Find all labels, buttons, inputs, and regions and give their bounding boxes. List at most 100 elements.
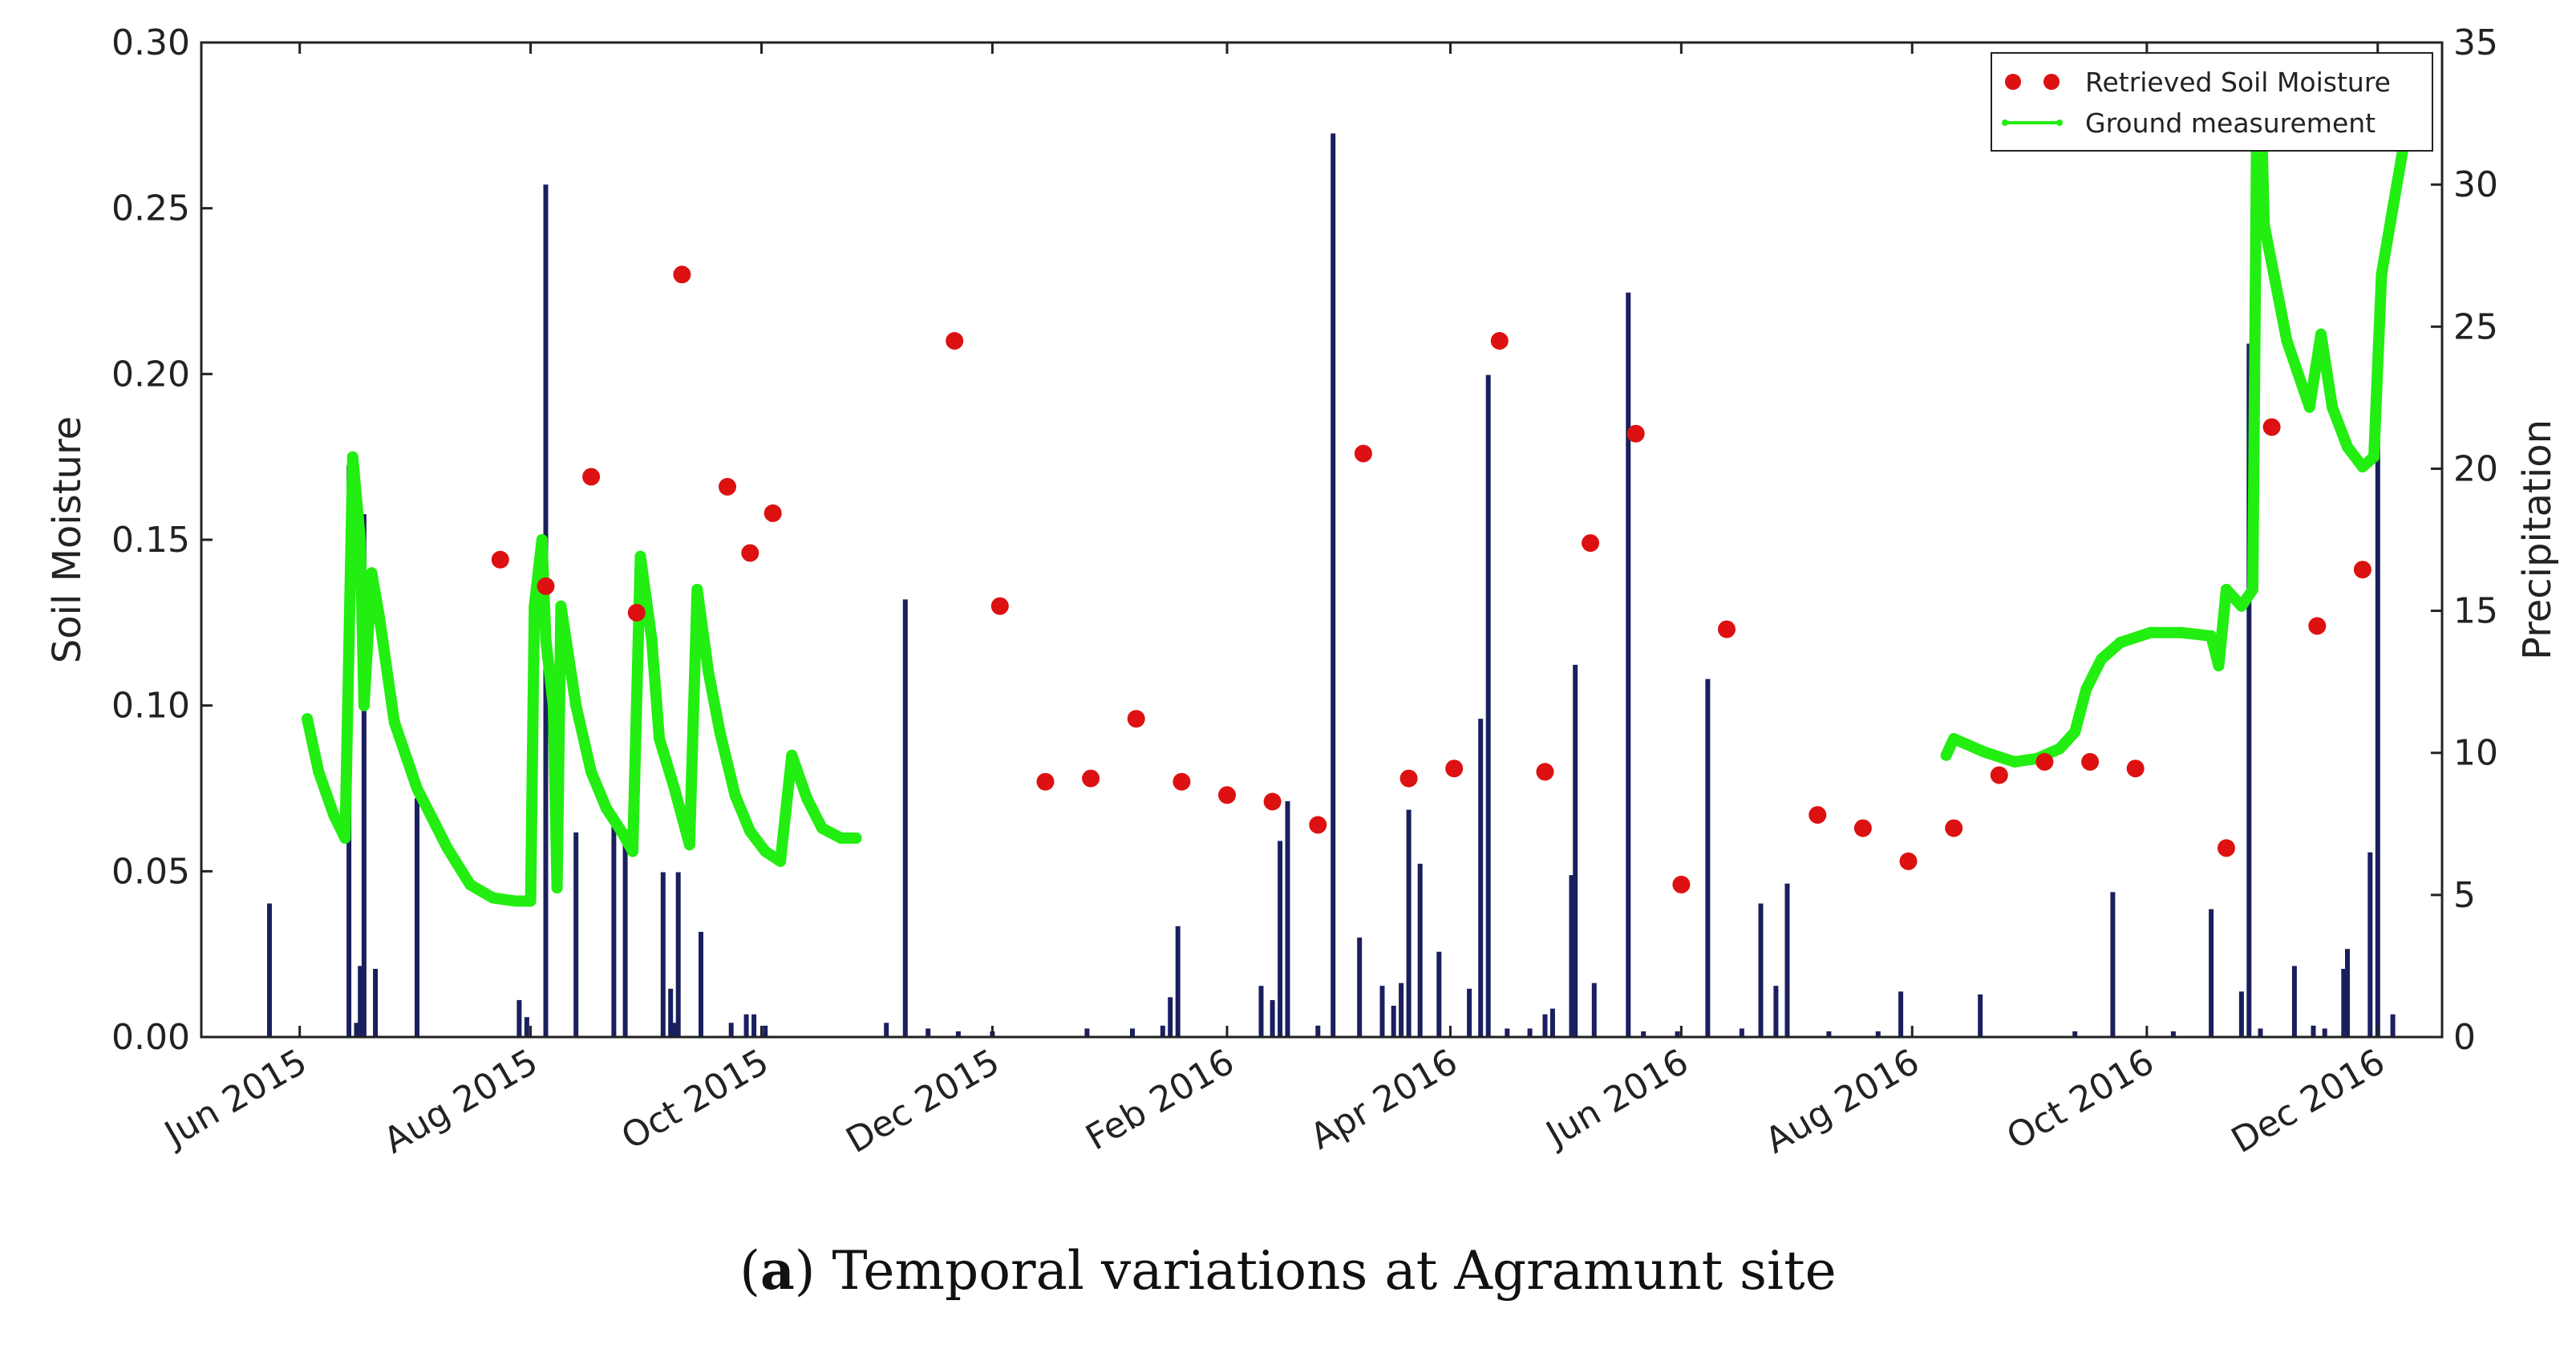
retrieved-point-11 bbox=[1082, 769, 1100, 788]
precip-bar-77 bbox=[2341, 969, 2347, 1037]
precip-bar-29 bbox=[1160, 1025, 1165, 1037]
retrieved-point-31 bbox=[2035, 752, 2054, 771]
ground-point-1-28 bbox=[2387, 202, 2399, 214]
ground-point-0-16 bbox=[529, 600, 541, 612]
legend-box bbox=[1991, 52, 2433, 152]
precip-bar-19 bbox=[743, 1014, 749, 1037]
ground-point-1-5 bbox=[2054, 743, 2066, 755]
retrieved-point-2 bbox=[582, 468, 601, 486]
ground-point-1-14 bbox=[2221, 584, 2232, 595]
ground-point-1-19 bbox=[2258, 219, 2270, 231]
ground-point-0-13 bbox=[487, 892, 499, 904]
precip-bar-41 bbox=[1399, 982, 1404, 1037]
retrieved-point-17 bbox=[1354, 444, 1372, 463]
precip-bar-56 bbox=[1641, 1031, 1646, 1037]
legend-retrieved-marker-2 bbox=[2043, 74, 2060, 90]
precip-bar-23 bbox=[902, 599, 908, 1037]
precip-bar-63 bbox=[1826, 1031, 1832, 1037]
ground-point-0-43 bbox=[850, 833, 862, 844]
ground-point-0-2 bbox=[328, 809, 340, 821]
legend-ground-label: Ground measurement bbox=[2085, 107, 2376, 139]
y-tick-label-left-3: 0.15 bbox=[111, 520, 190, 561]
x-tick-label-3: Dec 2015 bbox=[840, 1041, 1007, 1161]
ground-point-0-23 bbox=[585, 766, 597, 778]
x-tick-label-9: Dec 2016 bbox=[2225, 1041, 2392, 1161]
ground-point-0-11 bbox=[441, 842, 453, 854]
retrieved-point-22 bbox=[1582, 534, 1600, 553]
y-tick-label-right-1: 5 bbox=[2453, 875, 2476, 916]
precip-bar-45 bbox=[1467, 988, 1472, 1037]
y-tick-label-left-2: 0.10 bbox=[111, 686, 190, 727]
precip-bar-61 bbox=[1773, 986, 1779, 1037]
ground-point-1-23 bbox=[2327, 401, 2339, 413]
precip-bar-53 bbox=[1573, 664, 1578, 1037]
precip-bar-59 bbox=[1739, 1028, 1744, 1037]
precip-bar-66 bbox=[1978, 994, 1983, 1037]
ground-point-0-42 bbox=[835, 833, 847, 844]
ground-point-0-1 bbox=[313, 766, 325, 778]
x-tick-label-5: Apr 2016 bbox=[1303, 1041, 1464, 1157]
retrieved-point-36 bbox=[2308, 617, 2327, 635]
retrieved-point-15 bbox=[1263, 792, 1282, 811]
ground-point-0-40 bbox=[801, 792, 813, 804]
x-tick-label-8: Oct 2016 bbox=[2000, 1041, 2161, 1157]
ground-point-1-0 bbox=[1940, 749, 1952, 761]
precip-bar-39 bbox=[1379, 986, 1385, 1037]
precip-bar-37 bbox=[1331, 133, 1336, 1037]
ground-point-1-25 bbox=[2356, 461, 2368, 473]
precip-bar-11 bbox=[611, 826, 617, 1037]
precip-bar-79 bbox=[2367, 852, 2373, 1037]
ground-point-0-22 bbox=[570, 699, 582, 711]
precip-bar-33 bbox=[1270, 999, 1275, 1037]
precip-bar-6 bbox=[415, 798, 419, 1037]
caption-close-paren: ) bbox=[794, 1240, 816, 1302]
retrieved-point-0 bbox=[491, 550, 509, 569]
precip-bar-36 bbox=[1315, 1025, 1321, 1037]
y-tick-label-right-6: 30 bbox=[2453, 164, 2498, 205]
ground-point-0-7 bbox=[366, 567, 378, 579]
ground-point-0-30 bbox=[668, 783, 680, 794]
x-tick-label-1: Aug 2015 bbox=[377, 1041, 545, 1161]
precip-bar-46 bbox=[1478, 719, 1484, 1037]
ground-point-1-9 bbox=[2114, 637, 2126, 649]
retrieved-point-32 bbox=[2081, 752, 2100, 771]
ground-point-0-27 bbox=[634, 550, 646, 562]
ground-point-1-21 bbox=[2303, 401, 2315, 413]
retrieved-point-34 bbox=[2218, 839, 2235, 857]
precip-bar-14 bbox=[668, 988, 674, 1037]
precip-bar-52 bbox=[1569, 875, 1574, 1037]
retrieved-point-3 bbox=[627, 603, 646, 622]
precip-bar-48 bbox=[1505, 1028, 1510, 1037]
precip-bar-16 bbox=[675, 872, 681, 1037]
y-axis-title-left: Soil Moisture bbox=[45, 416, 90, 663]
precip-bar-24 bbox=[925, 1028, 931, 1037]
ground-point-0-9 bbox=[388, 716, 400, 728]
precip-bar-47 bbox=[1485, 375, 1491, 1037]
precip-bar-78 bbox=[2345, 949, 2350, 1037]
retrieved-point-37 bbox=[2353, 561, 2371, 579]
ground-segment-0 bbox=[302, 451, 862, 907]
ground-point-0-38 bbox=[775, 855, 787, 867]
ground-point-1-24 bbox=[2342, 441, 2353, 453]
retrieved-point-4 bbox=[673, 265, 691, 284]
y-tick-label-right-5: 25 bbox=[2453, 306, 2498, 347]
retrieved-point-12 bbox=[1127, 710, 1145, 728]
retrieved-point-27 bbox=[1853, 819, 1872, 837]
precip-bar-42 bbox=[1406, 809, 1412, 1037]
ground-point-0-35 bbox=[729, 789, 741, 801]
retrieved-point-28 bbox=[1899, 852, 1918, 870]
retrieved-point-30 bbox=[1990, 766, 2008, 784]
precip-bar-3 bbox=[358, 966, 363, 1037]
precip-bar-22 bbox=[884, 1023, 889, 1037]
ground-point-1-13 bbox=[2213, 660, 2225, 672]
ground-point-0-6 bbox=[358, 699, 370, 711]
precip-bar-72 bbox=[2246, 343, 2252, 1037]
y-tick-label-left-0: 0.00 bbox=[111, 1017, 190, 1058]
precip-bar-18 bbox=[728, 1023, 734, 1037]
precip-bar-57 bbox=[1675, 1031, 1680, 1037]
precip-bar-17 bbox=[699, 931, 703, 1037]
precip-bar-75 bbox=[2311, 1025, 2316, 1037]
ground-point-0-3 bbox=[339, 833, 351, 844]
ground-point-0-32 bbox=[691, 584, 703, 595]
x-tick-label-4: Feb 2016 bbox=[1079, 1041, 1241, 1158]
